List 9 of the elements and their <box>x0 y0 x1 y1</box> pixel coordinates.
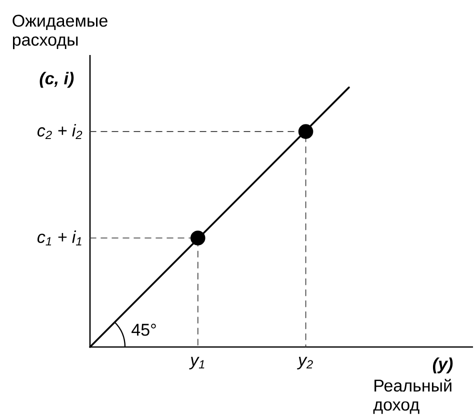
x-tick-label: y$_{1}$ <box>189 356 204 370</box>
annotation: c$_{1}$ + i$_{1}$ <box>37 230 82 246</box>
annotation: c$_{2}$ + i$_{2}$ <box>37 124 82 140</box>
text: (c, i) <box>40 72 74 88</box>
x-tick-label: y$_{2}$ <box>297 356 313 370</box>
text: (y) <box>432 357 453 374</box>
x-axis-title: Реальный доход <box>373 378 452 414</box>
annotation: 45° <box>132 324 156 336</box>
y-axis-title: Ожидаемые расходы <box>12 14 108 50</box>
